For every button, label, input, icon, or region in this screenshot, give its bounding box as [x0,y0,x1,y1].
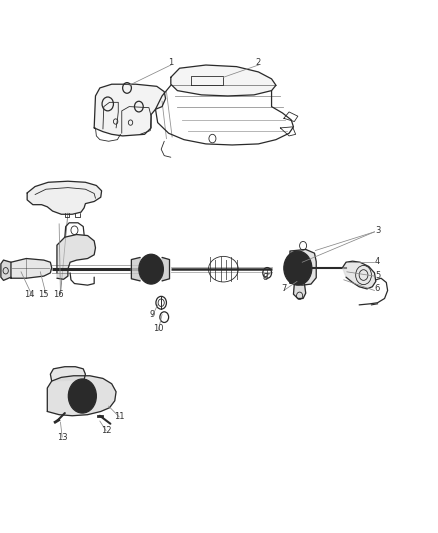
Text: 2: 2 [256,58,261,67]
Circle shape [73,384,92,408]
Polygon shape [171,65,276,96]
Text: 11: 11 [114,413,124,421]
Polygon shape [50,367,85,381]
Text: 14: 14 [25,290,35,298]
Text: 16: 16 [53,290,64,298]
Circle shape [139,254,163,284]
Polygon shape [290,249,316,285]
Polygon shape [293,284,306,298]
Polygon shape [1,260,11,280]
Polygon shape [162,257,170,281]
Polygon shape [27,181,102,214]
Text: 3: 3 [375,226,380,235]
Polygon shape [131,257,140,281]
Polygon shape [343,261,376,289]
Text: 9: 9 [150,310,155,319]
Circle shape [284,251,312,285]
Polygon shape [47,376,116,416]
Text: 8: 8 [262,273,268,281]
Polygon shape [57,235,95,279]
Text: 13: 13 [57,433,67,441]
Text: 5: 5 [375,271,380,279]
Circle shape [68,379,96,413]
Text: 15: 15 [39,290,49,298]
Text: 12: 12 [101,426,111,435]
Text: 10: 10 [153,324,164,333]
Text: 6: 6 [375,285,380,293]
Text: 7: 7 [281,285,286,293]
Polygon shape [291,264,307,284]
Polygon shape [94,84,166,136]
Text: 1: 1 [168,58,173,67]
Polygon shape [11,259,52,278]
Text: 4: 4 [375,257,380,265]
